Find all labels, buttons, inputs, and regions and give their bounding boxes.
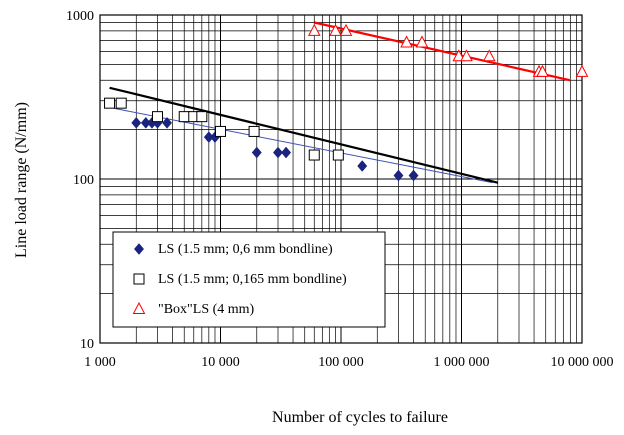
legend-marker-square	[133, 273, 145, 285]
legend: LS (1.5 mm; 0,6 mm bondline) LS (1.5 mm;…	[112, 231, 386, 328]
legend-label-box-ls: "Box"LS (4 mm)	[158, 302, 255, 317]
data-point-diamond	[251, 146, 262, 159]
trend-line	[314, 21, 571, 82]
data-point-triangle	[400, 35, 413, 48]
x-tick-label: 1 000 000	[434, 355, 490, 370]
data-point-diamond	[281, 146, 292, 159]
trend-line	[113, 107, 493, 184]
data-point-diamond	[162, 116, 173, 129]
data-point-diamond	[408, 169, 419, 182]
legend-label-ls-06: LS (1.5 mm; 0,6 mm bondline)	[158, 242, 333, 257]
data-point-diamond	[357, 160, 368, 172]
trend-lines	[109, 21, 571, 184]
x-tick-label: 10 000 000	[551, 355, 614, 370]
plot-frame	[99, 14, 583, 344]
x-tick-label: 10 000	[201, 355, 240, 370]
trend-line	[109, 86, 499, 184]
x-tick-labels: 1 000 10 000 100 000 1 000 000 10 000 00…	[84, 355, 613, 370]
data-point-square	[196, 111, 208, 123]
y-tick-label: 1000	[66, 9, 94, 24]
legend-markers	[132, 243, 146, 314]
x-tick-label: 1 000	[84, 355, 116, 370]
data-point-square	[178, 111, 190, 123]
legend-marker-triangle	[132, 301, 146, 314]
legend-box	[112, 231, 386, 328]
data-point-triangle	[452, 49, 466, 62]
data-point-square	[248, 125, 260, 137]
legend-label-ls-0165: LS (1.5 mm; 0,165 mm bondline)	[158, 272, 347, 287]
data-point-square	[115, 97, 127, 109]
data-point-triangle	[339, 23, 353, 36]
data-point-triangle	[307, 23, 321, 36]
x-axis-title: Number of cycles to failure	[272, 409, 448, 426]
y-tick-labels: 10 100 1000	[66, 9, 94, 352]
data-point-triangle	[536, 64, 549, 77]
data-point-diamond	[393, 169, 404, 182]
data-point-triangle	[329, 23, 342, 36]
data-point-diamond	[131, 116, 142, 129]
data-point-square	[332, 149, 344, 161]
y-tick-label: 10	[80, 337, 94, 352]
data-point-triangle	[482, 49, 496, 62]
data-point-triangle	[460, 49, 473, 62]
data-point-square	[308, 149, 320, 161]
data-points	[104, 23, 589, 182]
data-point-diamond	[272, 146, 283, 159]
data-point-square	[215, 125, 226, 137]
data-point-triangle	[575, 64, 589, 77]
x-tick-label: 100 000	[318, 355, 364, 370]
y-tick-label: 100	[73, 173, 94, 188]
y-axis-title: Line load range (N/mm)	[13, 102, 30, 258]
data-point-square	[104, 97, 116, 109]
data-point-square	[151, 111, 163, 123]
legend-marker-diamond	[133, 243, 145, 255]
data-point-triangle	[415, 35, 429, 48]
